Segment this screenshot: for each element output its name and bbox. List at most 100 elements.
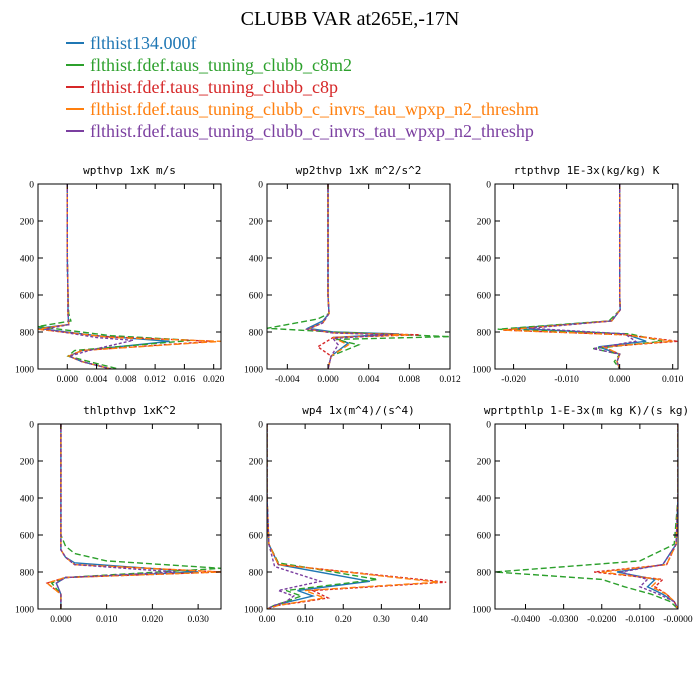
y-tick-label: 1000 [15,366,34,376]
y-tick-label: 200 [249,218,264,228]
y-tick-label: 600 [249,532,264,542]
x-tick-label: -0.0400 [511,615,541,625]
y-tick-label: 0 [29,181,34,191]
y-tick-label: 400 [20,495,35,505]
legend-entry-5: flthist.fdef.taus_tuning_clubb_c_invrs_t… [66,120,539,142]
y-tick-label: 800 [477,569,492,579]
x-tick-label: 0.40 [411,615,428,625]
x-tick-label: -0.0100 [625,615,655,625]
series-line-4-4 [45,424,221,609]
chart-panel-4: thlpthvp 1xK^2 0 200 400 600 800 1000 0.000 0.01… [15,404,222,625]
x-tick-label: -0.010 [554,375,579,385]
y-tick-label: 800 [20,569,35,579]
series-line-2-4 [305,184,410,369]
x-tick-label: -0.0300 [549,615,579,625]
y-tick-label: 800 [249,329,264,339]
series-line-3-1 [513,184,647,369]
series-line-5-2 [267,424,378,609]
legend-label-2: flthist.fdef.taus_tuning_clubb_c8m2 [90,55,352,75]
y-tick-label: 600 [249,292,264,302]
y-tick-label: 1000 [15,606,34,616]
chart-title-3: rtpthvp 1E-3x(kg/kg) K [514,164,660,177]
series-line-3-5 [529,184,638,369]
y-tick-label: 400 [477,255,492,265]
plot-frame [266,183,451,370]
legend-entry-1: flthist134.000f [66,32,539,54]
series-line-6-4 [601,424,678,609]
x-tick-label: -0.0000 [663,615,693,625]
y-tick-label: 600 [477,532,492,542]
legend-label-3: flthist.fdef.taus_tuning_clubb_c8p [90,77,338,97]
x-tick-label: 0.008 [115,375,137,385]
x-tick-label: 0.012 [439,375,461,385]
legend-swatch-2 [66,64,84,67]
chart-title-4: thlpthvp 1xK^2 [83,404,176,417]
x-tick-label: 0.016 [174,375,196,385]
x-tick-label: 0.10 [297,615,314,625]
series-line-3-2 [497,184,663,369]
legend-label-1: flthist134.000f [90,33,197,53]
y-tick-label: 400 [477,495,492,505]
chart-panel-1: wpthvp 1xK m/s 0 200 400 600 800 1000 0.000 0.00… [15,164,225,385]
x-tick-label: 0.020 [203,375,225,385]
chart-title-5: wp4 1x(m^4)/(s^4) [302,404,415,417]
y-tick-label: 1000 [244,366,263,376]
series-line-1-1 [38,184,170,369]
x-tick-label: 0.004 [358,375,380,385]
y-tick-label: 0 [258,181,263,191]
series-line-2-5 [305,184,390,369]
y-tick-label: 0 [486,421,491,431]
x-tick-label: 0.30 [373,615,390,625]
legend-label-5: flthist.fdef.taus_tuning_clubb_c_invrs_t… [90,121,534,141]
page-title: CLUBB VAR at265E,-17N [240,8,460,30]
x-tick-label: -0.020 [501,375,526,385]
y-tick-label: 800 [20,329,35,339]
x-tick-label: 0.008 [399,375,421,385]
x-tick-label: 0.030 [187,615,209,625]
series-line-6-2 [495,424,678,609]
y-tick-label: 200 [20,458,35,468]
y-tick-label: 600 [477,292,492,302]
y-tick-label: 600 [20,292,35,302]
legend-swatch-1 [66,42,84,45]
legend-swatch-3 [66,86,84,89]
y-tick-label: 800 [477,329,492,339]
series-line-2-2 [267,184,450,369]
x-tick-label: 0.000 [57,375,79,385]
legend-entry-4: flthist.fdef.taus_tuning_clubb_c_invrs_t… [66,98,539,120]
series-line-6-5 [620,424,678,609]
legend-entry-3: flthist.fdef.taus_tuning_clubb_c8p [66,76,539,98]
x-tick-label: -0.0200 [587,615,617,625]
legend-entry-2: flthist.fdef.taus_tuning_clubb_c8m2 [66,54,539,76]
series-line-5-5 [267,424,324,609]
x-tick-label: 0.012 [144,375,166,385]
x-tick-label: -0.004 [275,375,300,385]
chart-title-1: wpthvp 1xK m/s [83,164,176,177]
plot-frame [494,183,679,370]
y-tick-label: 1000 [472,366,491,376]
y-tick-label: 600 [20,532,35,542]
y-tick-label: 0 [486,181,491,191]
series-line-6-3 [594,424,678,609]
legend: flthist134.000f flthist.fdef.taus_tuning… [66,32,539,142]
y-tick-label: 0 [258,421,263,431]
legend-label-4: flthist.fdef.taus_tuning_clubb_c_invrs_t… [90,99,539,119]
series-line-5-4 [267,424,439,609]
chart-title-2: wp2thvp 1xK m^2/s^2 [296,164,422,177]
series-line-4-2 [50,424,221,609]
plot-frame [37,423,222,610]
x-tick-label: 0.004 [86,375,108,385]
series-line-4-3 [45,424,221,609]
y-tick-label: 200 [249,458,264,468]
x-tick-label: 0.020 [142,615,164,625]
plot-frame [266,423,451,610]
series-line-1-5 [45,184,134,369]
x-tick-label: 0.00 [259,615,276,625]
y-tick-label: 400 [20,255,35,265]
plot-frame [37,183,222,370]
y-tick-label: 400 [249,495,264,505]
y-tick-label: 200 [20,218,35,228]
y-tick-label: 0 [29,421,34,431]
series-line-5-1 [267,424,371,609]
